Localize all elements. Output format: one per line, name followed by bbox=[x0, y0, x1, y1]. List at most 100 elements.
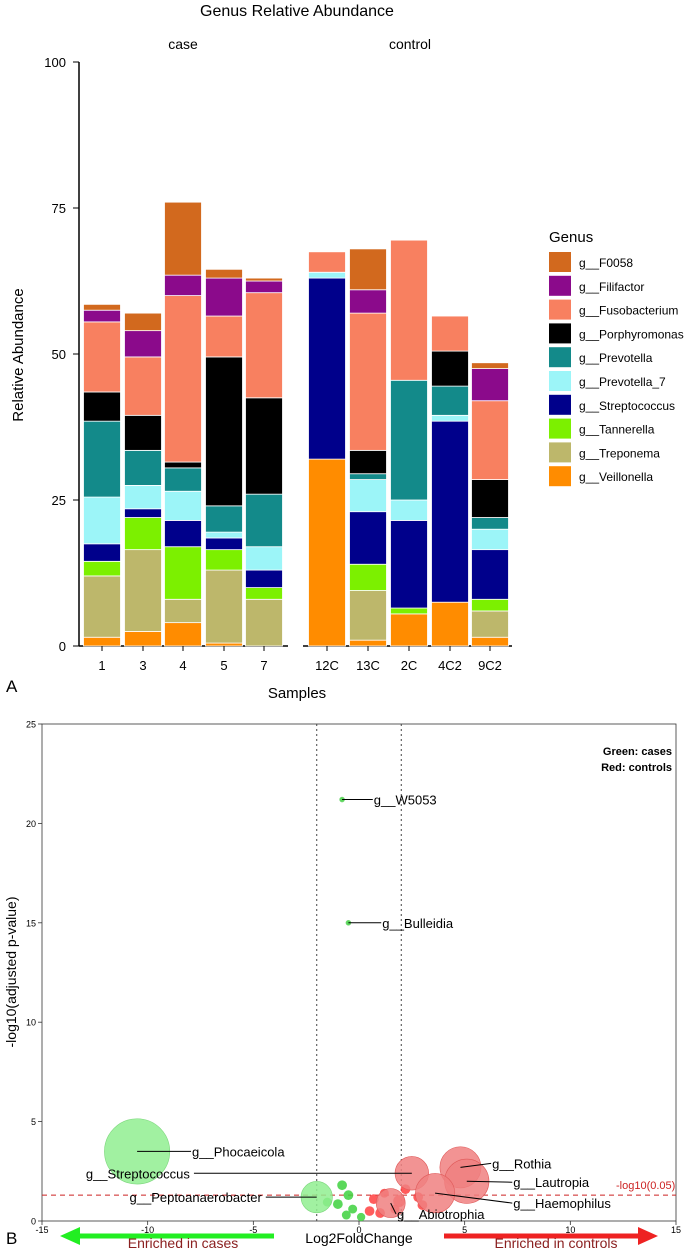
bar-segment-5-treponema bbox=[205, 569, 243, 644]
label-leader-abiotrophia bbox=[390, 1202, 397, 1215]
bar-segment-12c-streptococcus bbox=[308, 277, 346, 460]
bar-segment-4c2-prevotella-7 bbox=[431, 414, 469, 422]
point-label-abiotrophia: g__Abiotrophia bbox=[397, 1207, 485, 1222]
bar-segment-9c2-filifactor bbox=[471, 368, 509, 402]
legend-label-filifactor: g__Filifactor bbox=[579, 280, 644, 294]
bar-segment-7-f0058 bbox=[245, 277, 283, 282]
bar-segment-5-prevotella bbox=[205, 505, 243, 533]
threshold-label: -log10(0.05) bbox=[616, 1180, 675, 1192]
enrichment-arrows: Enriched in cases Enriched in controls bbox=[60, 1227, 658, 1251]
bar-x-tick-label: 9C2 bbox=[478, 658, 502, 673]
bar-segment-2c-veillonella bbox=[390, 613, 428, 647]
point-label-w5053: g__W5053 bbox=[374, 793, 437, 808]
bar-segment-13c-prevotella bbox=[349, 473, 387, 480]
bar-segment-1-fusobacterium bbox=[83, 321, 121, 393]
bar-x-ticks: 1 3 4 5 7 12C 13C 2C 4C2 9C2 bbox=[98, 646, 502, 673]
point-label-haemophilus: g__Haemophilus bbox=[513, 1196, 611, 1211]
bar-segment-1-veillonella bbox=[83, 636, 121, 647]
bar-segment-7-tannerella bbox=[245, 587, 283, 600]
bar-segment-4-treponema bbox=[164, 598, 202, 624]
legend-swatch-prevotella bbox=[549, 347, 571, 368]
bar-segment-13c-filifactor bbox=[349, 289, 387, 314]
cases-arrow-head bbox=[60, 1227, 80, 1245]
bar-segment-4-filifactor bbox=[164, 274, 202, 297]
bar-y-tick-label: 100 bbox=[44, 55, 66, 70]
bar-segment-7-streptococcus bbox=[245, 569, 283, 589]
bar-segment-4-prevotella bbox=[164, 467, 202, 492]
genus-legend: Genus g__F0058 g__Filifactor g__Fusobacter… bbox=[549, 229, 684, 487]
volcano-x-axis-label: Log2FoldChange bbox=[305, 1230, 413, 1246]
volcano-point bbox=[337, 1180, 347, 1191]
bar-segment-3-porphyromonas bbox=[124, 414, 162, 451]
volcano-point bbox=[364, 1206, 375, 1216]
legend-label-tannerella: g__Tannerella bbox=[579, 423, 655, 437]
legend-label-f0058: g__F0058 bbox=[579, 256, 633, 270]
bar-segment-4-streptococcus bbox=[164, 520, 202, 548]
bar-segment-5-f0058 bbox=[205, 268, 243, 279]
bar-segment-12c-veillonella bbox=[308, 458, 346, 647]
legend-label-prevotella: g__Prevotella bbox=[579, 351, 653, 365]
bar-segment-9c2-porphyromonas bbox=[471, 479, 509, 518]
bar-segment-7-prevotella-7 bbox=[245, 546, 283, 571]
bar-segment-9c2-fusobacterium bbox=[471, 400, 509, 480]
volcano-y-tick-label: 10 bbox=[26, 1018, 36, 1028]
panel-label-b: B bbox=[6, 1229, 17, 1248]
legend-note-cases: Green: cases bbox=[603, 746, 672, 758]
bar-x-tick-label: 7 bbox=[260, 658, 267, 673]
bar-segment-9c2-tannerella bbox=[471, 598, 509, 612]
bar-segment-4-tannerella bbox=[164, 546, 202, 600]
bar-segment-1-filifactor bbox=[83, 309, 121, 323]
bar-segment-2c-tannerella bbox=[390, 607, 428, 615]
volcano-y-tick-label: 0 bbox=[31, 1217, 36, 1227]
facet-label-control: control bbox=[389, 36, 431, 52]
bar-segment-9c2-streptococcus bbox=[471, 549, 509, 600]
bar-segment-4-veillonella bbox=[164, 622, 202, 647]
bar-x-axis-label: Samples bbox=[268, 685, 326, 702]
bar-segment-7-prevotella bbox=[245, 493, 283, 548]
controls-arrow-label: Enriched in controls bbox=[495, 1235, 618, 1251]
bar-segment-12c-fusobacterium bbox=[308, 251, 346, 273]
label-leader-rothia bbox=[460, 1162, 492, 1168]
bar-segment-13c-porphyromonas bbox=[349, 449, 387, 475]
volcano-plot-panel: 0 5 10 15 20 25 -15 -10 -5 0 5 10 15 g__W5053 g__Bull… bbox=[3, 720, 681, 1252]
bar-chart-title: Genus Relative Abundance bbox=[200, 3, 394, 20]
bar-segment-5-fusobacterium bbox=[205, 315, 243, 358]
bar-segment-4-porphyromonas bbox=[164, 461, 202, 469]
facet-label-case: case bbox=[168, 36, 198, 52]
bar-segment-3-fusobacterium bbox=[124, 356, 162, 416]
bar-segment-9c2-treponema bbox=[471, 610, 509, 638]
legend-label-fusobacterium: g__Fusobacterium bbox=[579, 304, 678, 318]
volcano-points bbox=[104, 796, 490, 1222]
bar-segment-13c-fusobacterium bbox=[349, 312, 387, 451]
bar-segment-3-prevotella bbox=[124, 449, 162, 486]
bar-segment-1-prevotella-7 bbox=[83, 496, 121, 545]
point-label-bulleidia: g__Bulleidia bbox=[382, 916, 454, 931]
bar-x-tick-label: 4 bbox=[179, 658, 186, 673]
point-label-streptococcus: g__Streptococcus bbox=[86, 1166, 191, 1181]
bar-y-tick-label: 50 bbox=[52, 347, 66, 362]
bar-segment-4c2-fusobacterium bbox=[431, 315, 469, 352]
legend-label-veillonella: g__Veillonella bbox=[579, 470, 653, 484]
legend-note-controls: Red: controls bbox=[601, 762, 672, 774]
bar-segment-3-veillonella bbox=[124, 631, 162, 647]
bar-segment-13c-treponema bbox=[349, 590, 387, 641]
bar-x-tick-label: 2C bbox=[401, 658, 418, 673]
bar-segment-7-porphyromonas bbox=[245, 397, 283, 495]
bar-segment-7-treponema bbox=[245, 598, 283, 647]
label-leader-haemophilus bbox=[435, 1192, 513, 1204]
bar-y-ticks: 0 25 50 75 100 bbox=[44, 55, 79, 654]
bar-segment-7-fusobacterium bbox=[245, 292, 283, 399]
bar-segment-1-tannerella bbox=[83, 560, 121, 577]
volcano-y-tick-label: 20 bbox=[26, 819, 36, 829]
legend-label-prevotella-7: g__Prevotella_7 bbox=[579, 375, 666, 389]
legend-swatch-veillonella bbox=[549, 466, 571, 487]
bar-x-tick-label: 5 bbox=[220, 658, 227, 673]
bar-segment-2c-prevotella bbox=[390, 379, 428, 501]
bar-segment-5-prevotella-7 bbox=[205, 531, 243, 539]
stacked-bar-panel: Genus Relative Abundance case control Re… bbox=[10, 3, 684, 702]
legend-label-treponema: g__Treponema bbox=[579, 446, 660, 460]
volcano-y-axis-label: -log10(adjusted p-value) bbox=[3, 897, 19, 1048]
legend-swatch-fusobacterium bbox=[549, 299, 571, 320]
volcano-point bbox=[341, 1210, 351, 1220]
